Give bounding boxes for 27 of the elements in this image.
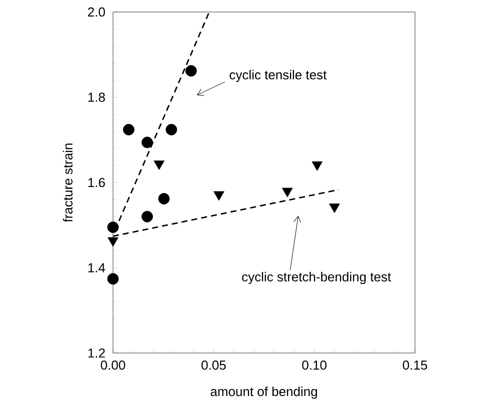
x-tick-label: 0.10 [302,360,326,370]
y-tick-label: 1.8 [88,92,105,102]
point [107,222,119,233]
y-axis-title: fracture strain [62,144,73,222]
point [142,210,153,222]
point [282,188,293,198]
point [107,273,119,285]
x-tick-label: 0.15 [402,360,428,370]
point [166,124,178,136]
x-tick-label: 0.05 [202,360,226,370]
point [329,204,340,213]
point [312,161,323,171]
point [142,136,153,148]
annotation: cyclic tensile test [230,70,327,82]
x-tick-label: 0.00 [100,360,126,370]
point [123,124,134,136]
y-tick-label: 1.2 [88,348,105,358]
annotation: cyclic stretch-bending test [242,272,392,284]
y-tick-label: 1.4 [88,263,106,272]
point [158,193,170,204]
y-tick-label: 1.6 [88,178,105,188]
x-axis-title: amount of bending [210,386,317,399]
point [108,237,118,247]
point [154,160,165,170]
point [214,191,224,201]
y-tick-label: 2.0 [88,7,105,17]
point [185,65,197,77]
